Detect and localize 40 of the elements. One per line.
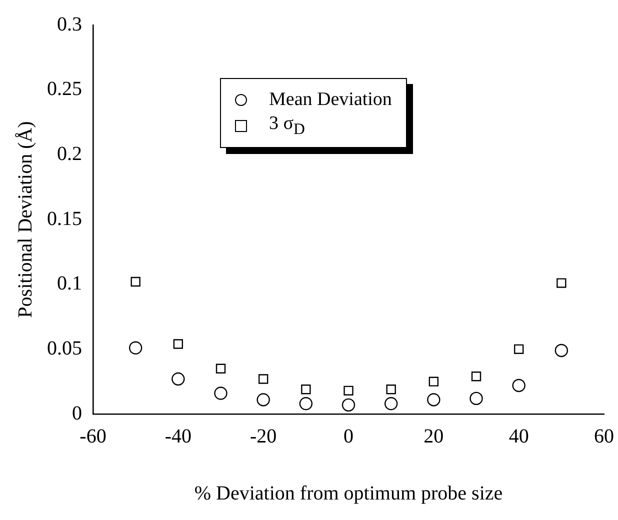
point <box>428 376 439 386</box>
y-axis-title: Positional Deviation (Å) <box>14 121 36 318</box>
point <box>470 392 483 406</box>
y-tick-label: 0.2 <box>57 142 82 165</box>
y-tick-label: 0.25 <box>47 78 82 100</box>
x-axis-title: % Deviation from optimum probe size <box>194 482 503 504</box>
point <box>554 344 568 358</box>
x-tick-label: 0 <box>344 425 354 448</box>
x-tick-label: 20 <box>424 425 444 448</box>
point <box>514 344 524 354</box>
point <box>556 278 566 288</box>
point <box>427 393 440 406</box>
y-tick-label: 0 <box>72 402 82 424</box>
point <box>130 276 140 287</box>
y-tick-label: 0.05 <box>47 337 82 360</box>
point <box>342 398 356 412</box>
legend-label: Mean Deviation <box>269 89 392 111</box>
point <box>384 397 398 410</box>
point <box>216 364 226 374</box>
point <box>256 393 270 406</box>
point <box>386 384 396 394</box>
x-tick-label: 60 <box>594 425 614 448</box>
point <box>173 339 184 349</box>
x-tick-label: -60 <box>80 425 106 448</box>
point <box>301 384 311 394</box>
legend-label: 3 σ$_{D}$ <box>269 113 305 139</box>
point <box>471 372 482 382</box>
point <box>128 341 142 354</box>
point <box>512 378 526 392</box>
x-tick-label: -40 <box>164 425 192 448</box>
y-tick-label: 0.15 <box>47 208 82 230</box>
point <box>214 386 228 400</box>
x-tick-label: 40 <box>508 425 529 448</box>
point <box>258 374 268 384</box>
y-tick-label: 0.3 <box>57 13 82 36</box>
point <box>299 397 313 410</box>
x-tick-label: -20 <box>250 425 277 448</box>
point <box>172 372 185 386</box>
point <box>344 386 354 396</box>
y-tick-label: 0.1 <box>57 272 82 295</box>
